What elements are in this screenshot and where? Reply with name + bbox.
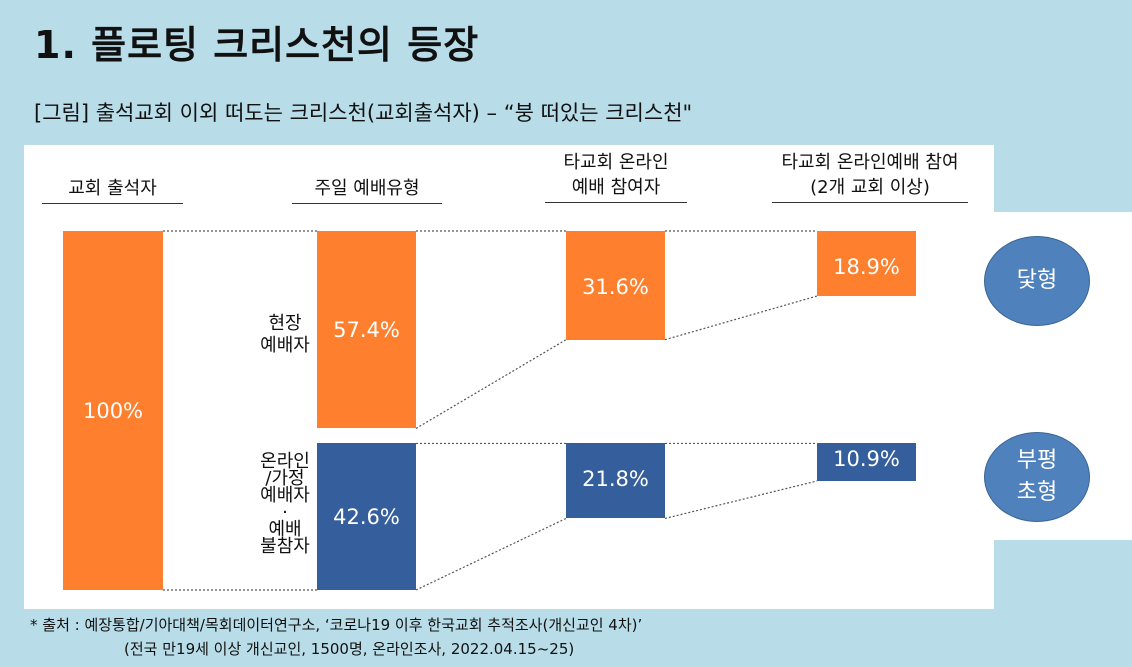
bar-col3-seg1: 10.9% xyxy=(817,443,916,481)
type-floating-circle: 부평 초형 xyxy=(984,432,1090,522)
bar-value-label: 42.6% xyxy=(333,504,400,529)
column-header-1: 주일 예배유형 xyxy=(292,176,442,204)
figure-caption: [그림] 출석교회 이외 떠도는 크리스천(교회출석자) – “붕 떠있는 크리… xyxy=(34,101,693,125)
type-anchor-label: 닻형 xyxy=(1016,268,1058,293)
bar-value-label: 21.8% xyxy=(582,467,649,492)
bar-col3-seg0: 18.9% xyxy=(817,231,916,297)
bar-value-label: 100% xyxy=(82,398,144,423)
bar-value-label: 31.6% xyxy=(582,275,649,299)
segment-label-0: 현장 예배자 xyxy=(260,313,310,356)
bar-value-label: 10.9% xyxy=(833,447,900,472)
chart-panel xyxy=(24,145,994,609)
bar-value-label: 18.9% xyxy=(833,255,900,279)
column-header-3: 타교회 온라인예배 참여 (2개 교회 이상) xyxy=(772,150,968,203)
bar-col1-seg1: 42.6% xyxy=(317,443,416,590)
column-header-2: 타교회 온라인 예배 참여자 xyxy=(545,150,687,203)
bar-col0-seg0: 100% xyxy=(63,231,163,590)
segment-label-1: 온라인 /가정 예배자 · 예배 불참자 xyxy=(260,451,310,558)
source-note: * 출처 : 예장통합/기아대책/목회데이터연구소, ‘코로나19 이후 한국교… xyxy=(30,613,642,661)
bar-col2-seg1: 21.8% xyxy=(566,443,665,519)
type-anchor-circle: 닻형 xyxy=(984,236,1090,326)
connector-bottom-1-2-s0 xyxy=(415,339,567,429)
bar-value-label: 57.4% xyxy=(333,317,400,342)
connector-bottom-1-2-s1 xyxy=(415,517,567,591)
source-line-1: * 출처 : 예장통합/기아대책/목회데이터연구소, ‘코로나19 이후 한국교… xyxy=(30,616,643,634)
bar-col1-seg0: 57.4% xyxy=(317,231,416,429)
type-floating-label: 부평 초형 xyxy=(1016,448,1058,505)
column-header-0: 교회 출석자 xyxy=(42,176,183,204)
source-line-2: (전국 만19세 이상 개신교인, 1500명, 온라인조사, 2022.04.… xyxy=(124,640,575,658)
bar-col2-seg0: 31.6% xyxy=(566,231,665,340)
connector-bottom-2-3-s1 xyxy=(664,480,818,520)
page-title: 1. 플로팅 크리스천의 등장 xyxy=(34,23,480,67)
connector-bottom-2-3-s0 xyxy=(664,295,818,341)
